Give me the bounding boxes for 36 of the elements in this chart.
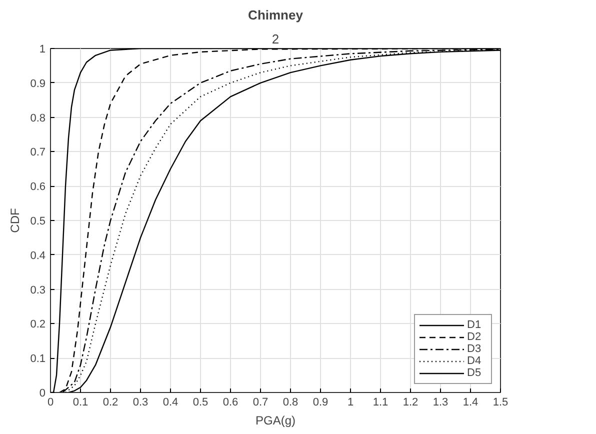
legend-label: D2 [467, 331, 482, 343]
y-tick-label: 0.7 [30, 146, 46, 159]
y-tick-label: 0.1 [30, 353, 46, 366]
legend-label: D5 [467, 367, 482, 379]
x-tick-label: 0.6 [222, 396, 238, 408]
x-tick-label: 0 [47, 396, 54, 408]
x-tick-label: 1.2 [402, 396, 418, 408]
x-tick-label: 1.1 [372, 396, 388, 408]
chart-title: Chimney [248, 8, 304, 22]
x-tick-label: 0.2 [102, 396, 118, 408]
y-tick-label: 0.8 [30, 112, 46, 124]
x-axis-title: PGA(g) [255, 414, 296, 428]
y-tick-label: 0.3 [30, 284, 46, 296]
x-tick-label: 0.5 [192, 396, 208, 408]
y-tick-label: 0.9 [30, 78, 46, 90]
x-tick-label: 0.4 [162, 396, 178, 408]
legend-label: D4 [467, 355, 482, 367]
legend-label: D1 [467, 319, 482, 331]
y-tick-label: 0.5 [30, 216, 46, 228]
x-tick-label: 1.3 [432, 396, 448, 408]
x-tick-label: 1 [347, 396, 354, 408]
x-tick-label: 1.5 [492, 396, 508, 408]
x-tick-label: 0.8 [282, 396, 298, 408]
y-tick-label: 1 [39, 44, 46, 56]
y-tick-label: 0.2 [30, 318, 46, 331]
y-tick-label: 0.6 [30, 181, 46, 194]
x-tick-label: 0.1 [72, 396, 88, 408]
y-tick-label: 0.4 [30, 250, 46, 262]
legend-label: D3 [467, 343, 482, 355]
x-tick-label: 1.4 [462, 396, 478, 408]
y-tick-label: 0 [39, 388, 46, 400]
x-tick-label: 0.7 [252, 396, 268, 408]
y-axis-title: CDF [8, 208, 22, 233]
chart-subtitle: 2 [272, 32, 280, 46]
x-tick-label: 0.3 [132, 396, 148, 408]
x-tick-label: 0.9 [312, 396, 328, 408]
